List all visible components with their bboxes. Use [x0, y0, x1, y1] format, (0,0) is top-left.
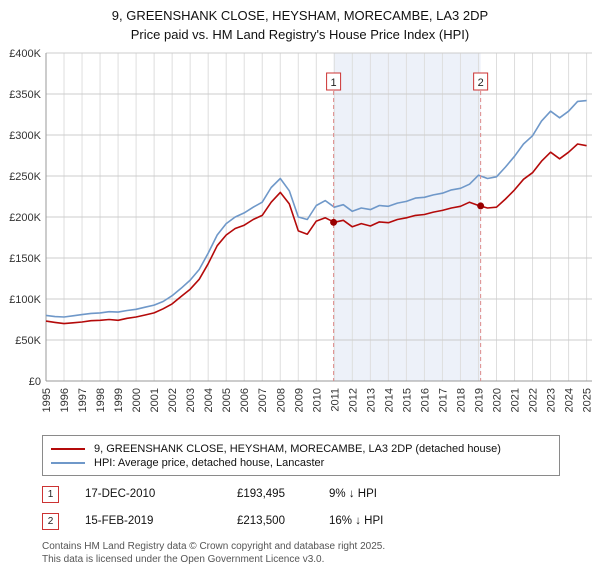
legend-item: HPI: Average price, detached house, Lanc…	[51, 457, 551, 469]
sale-marker-box	[326, 72, 342, 91]
x-tick-label: 2009	[293, 388, 305, 412]
x-tick-label: 1998	[95, 388, 107, 412]
sale-annotation-row: 1 17-DEC-2010 £193,495 9% ↓ HPI	[42, 485, 600, 503]
x-tick-label: 2018	[455, 388, 467, 412]
sale-marker-box	[473, 72, 489, 91]
x-tick-label: 2010	[311, 388, 323, 412]
x-tick-label: 1996	[59, 388, 71, 412]
x-tick-label: 2012	[347, 388, 359, 412]
attribution-footer: Contains HM Land Registry data © Crown c…	[0, 540, 600, 566]
x-tick-label: 2001	[149, 388, 161, 412]
sale-date: 15-FEB-2019	[85, 515, 154, 528]
sale-point	[330, 218, 338, 226]
x-tick-label: 2004	[203, 388, 215, 412]
sale-hpi-delta: 9% ↓ HPI	[329, 488, 377, 501]
series-line-hpi	[45, 99, 587, 318]
sale-point	[477, 202, 485, 210]
price-history-chart: £0 £50K £100K £150K £200K £250K £300K £350K £400…	[9, 48, 594, 412]
y-tick-label: £250K	[9, 171, 41, 183]
x-tick-label: 2016	[419, 388, 431, 412]
attribution-line-1: Contains HM Land Registry data © Crown c…	[42, 540, 386, 552]
x-tick-label: 2006	[239, 388, 251, 412]
x-tick-label: 2023	[546, 388, 558, 412]
x-tick-label: 2021	[510, 388, 522, 412]
x-tick-label: 1997	[77, 388, 89, 412]
x-tick-label: 2002	[167, 388, 179, 412]
sale-annotation-row: 2 15-FEB-2019 £213,500 16% ↓ HPI	[42, 512, 600, 530]
legend-label: HPI: Average price, detached house, Lanc…	[94, 456, 325, 469]
legend-item: 9, GREENSHANK CLOSE, HEYSHAM, MORECAMBE,…	[51, 443, 551, 455]
sale-annotations: 1 17-DEC-2010 £193,495 9% ↓ HPI 2 15-FEB-2019…	[42, 485, 600, 530]
x-tick-label: 1999	[113, 388, 125, 412]
sale-marker-number: 1	[331, 77, 337, 89]
y-tick-label: £350K	[9, 89, 41, 101]
y-tick-label: £300K	[9, 130, 41, 142]
x-tick-label: 2007	[257, 388, 269, 412]
sale-marker-number: 2	[478, 77, 484, 89]
legend-line-sample	[51, 447, 85, 450]
x-tick-label: 2014	[383, 388, 395, 412]
sale-number-box: 2	[42, 512, 59, 530]
legend-label: 9, GREENSHANK CLOSE, HEYSHAM, MORECAMBE,…	[94, 442, 501, 455]
y-tick-label: £400K	[9, 48, 41, 60]
x-tick-label: 2008	[275, 388, 287, 412]
attribution-line-2: This data is licensed under the Open Gov…	[42, 553, 325, 565]
x-tick-label: 2005	[221, 388, 233, 412]
y-tick-label: £200K	[9, 212, 41, 224]
chart-title: 9, GREENSHANK CLOSE, HEYSHAM, MORECAMBE,…	[111, 8, 489, 23]
sale-price: £193,495	[237, 488, 285, 501]
x-tick-label: 2003	[185, 388, 197, 412]
x-tick-label: 2025	[582, 388, 594, 412]
x-tick-label: 2020	[491, 388, 503, 412]
x-tick-label: 2011	[329, 388, 341, 412]
series-line-price-paid	[45, 142, 587, 325]
y-tick-label: £0	[29, 376, 41, 388]
x-tick-label: 1995	[41, 388, 53, 412]
x-tick-label: 2022	[528, 388, 540, 412]
sale-price: £213,500	[237, 515, 285, 528]
chart-header: 9, GREENSHANK CLOSE, HEYSHAM, MORECAMBE,…	[0, 0, 600, 45]
sale-number-box: 1	[42, 485, 59, 503]
x-tick-label: 2013	[365, 388, 377, 412]
sale-hpi-delta: 16% ↓ HPI	[329, 515, 384, 528]
x-tick-label: 2015	[401, 388, 413, 412]
chart-subtitle: Price paid vs. HM Land Registry's House …	[130, 26, 470, 42]
chart-legend: 9, GREENSHANK CLOSE, HEYSHAM, MORECAMBE,…	[42, 434, 560, 476]
x-tick-label: 2024	[564, 388, 576, 412]
x-tick-label: 2017	[437, 388, 449, 412]
y-tick-label: £150K	[9, 253, 41, 265]
x-tick-label: 2019	[473, 388, 485, 412]
legend-line-sample	[51, 461, 85, 464]
x-tick-label: 2000	[131, 388, 143, 412]
sale-date: 17-DEC-2010	[85, 488, 156, 501]
y-tick-label: £100K	[9, 294, 41, 306]
y-tick-label: £50K	[15, 335, 41, 347]
